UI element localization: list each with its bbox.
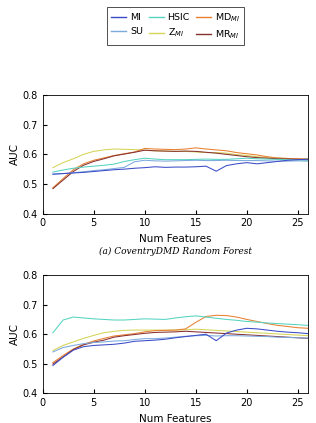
Legend: MI, SU, HSIC, Z$_{MI}$, MD$_{MI}$, MR$_{MI}$: MI, SU, HSIC, Z$_{MI}$, MD$_{MI}$, MR$_{… (107, 7, 244, 45)
Y-axis label: AUC: AUC (10, 323, 20, 345)
X-axis label: Num Features: Num Features (139, 414, 212, 423)
Y-axis label: AUC: AUC (10, 143, 20, 165)
X-axis label: Num Features: Num Features (139, 234, 212, 244)
Text: (a) CoventryDMD Random Forest: (a) CoventryDMD Random Forest (99, 247, 252, 256)
